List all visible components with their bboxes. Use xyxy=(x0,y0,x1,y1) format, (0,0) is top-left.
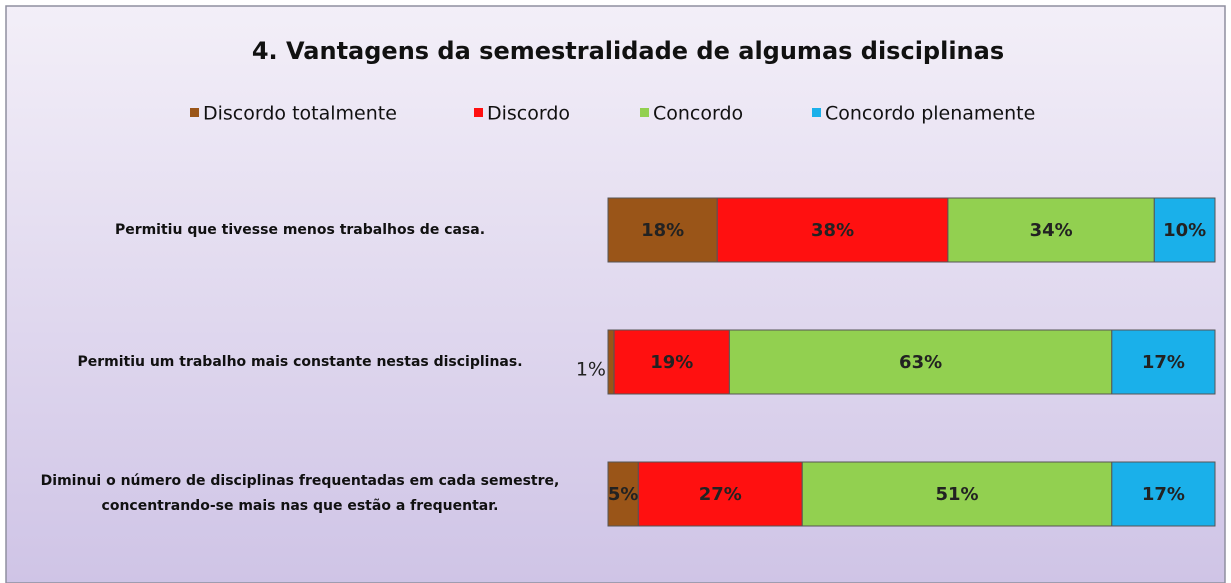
legend-swatch xyxy=(190,108,199,117)
bar-segment xyxy=(637,461,803,527)
data-label: 5% xyxy=(608,484,639,505)
legend-label: Concordo plenamente xyxy=(825,103,1035,125)
category-label: Permitiu um trabalho mais constante nest… xyxy=(77,353,523,370)
data-label: 1% xyxy=(576,359,606,381)
legend-label: Discordo xyxy=(487,103,570,125)
data-label: 17% xyxy=(1142,352,1185,373)
category-label: Permitiu que tivesse menos trabalhos de … xyxy=(114,221,486,238)
data-label: 27% xyxy=(699,484,742,505)
data-label: 38% xyxy=(811,220,854,241)
bar-segment xyxy=(801,461,1113,527)
legend-label: Discordo totalmente xyxy=(203,103,397,125)
data-label: 34% xyxy=(1030,220,1073,241)
bar-segment xyxy=(1111,329,1216,395)
data-label: 19% xyxy=(650,352,693,373)
bar-segment xyxy=(607,197,718,263)
data-label: 17% xyxy=(1142,484,1185,505)
legend-swatch xyxy=(474,108,483,117)
bar-segment xyxy=(728,329,1113,395)
data-label: 18% xyxy=(641,220,684,241)
legend-label: Concordo xyxy=(653,103,743,125)
legend-swatch xyxy=(640,108,649,117)
legend-swatch xyxy=(812,108,821,117)
data-label: 51% xyxy=(935,484,978,505)
chart-title: 4. Vantagens da semestralidade de alguma… xyxy=(252,37,1004,65)
category-label: Diminui o número de disciplinas frequent… xyxy=(40,473,560,514)
bar-segment xyxy=(607,329,615,395)
bar-segment xyxy=(1153,197,1216,263)
bar-segment xyxy=(607,461,639,527)
bar-segment xyxy=(1111,461,1216,527)
data-label: 10% xyxy=(1163,220,1206,241)
data-label: 63% xyxy=(899,352,942,373)
